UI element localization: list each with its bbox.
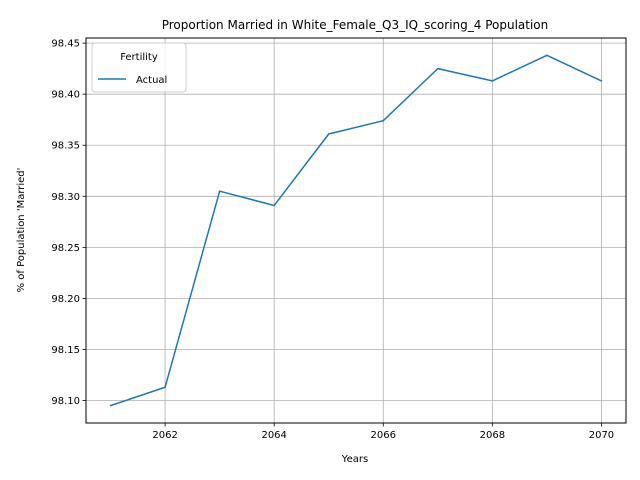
y-tick-label: 98.30 <box>51 192 80 203</box>
x-tick-label: 2068 <box>480 430 505 441</box>
data-point <box>109 404 112 407</box>
data-point <box>273 204 275 207</box>
y-tick-label: 98.20 <box>51 294 80 305</box>
data-point <box>437 67 439 70</box>
y-tick-label: 98.40 <box>51 90 80 101</box>
y-tick-label: 98.35 <box>51 141 80 152</box>
y-tick-label: 98.45 <box>51 39 80 50</box>
data-point <box>382 119 385 122</box>
x-tick-label: 2066 <box>371 430 396 441</box>
data-point <box>218 190 221 192</box>
grid-lines <box>86 38 626 423</box>
legend-label-actual: Actual <box>136 75 167 86</box>
legend: Fertility Actual <box>91 42 187 93</box>
x-tick-label: 2064 <box>261 430 286 441</box>
data-point <box>327 133 330 135</box>
legend-title: Fertility <box>120 52 158 63</box>
y-tick-label: 98.10 <box>51 396 80 407</box>
x-tick-label: 2062 <box>152 430 177 441</box>
data-point <box>600 80 603 82</box>
data-point <box>546 54 548 57</box>
data-point <box>491 80 494 82</box>
series-lines <box>109 54 603 407</box>
data-point <box>164 386 166 389</box>
y-tick-label: 98.25 <box>51 243 80 254</box>
plot-frame <box>85 37 627 424</box>
y-tick-label: 98.15 <box>51 345 80 356</box>
x-axis-label: Years <box>341 454 368 465</box>
y-axis-ticks: 98.10 98.15 98.20 98.25 98.30 98.35 98.40 98.45 <box>51 39 86 407</box>
series-line-actual <box>110 54 602 407</box>
chart-title: Proportion Married in White_Female_Q3_IQ… <box>162 18 549 32</box>
x-tick-label: 2070 <box>589 430 614 441</box>
x-axis-ticks: 2062 2064 2066 2068 2070 <box>152 423 614 441</box>
y-axis-label: % of Population 'Married' <box>16 168 27 293</box>
